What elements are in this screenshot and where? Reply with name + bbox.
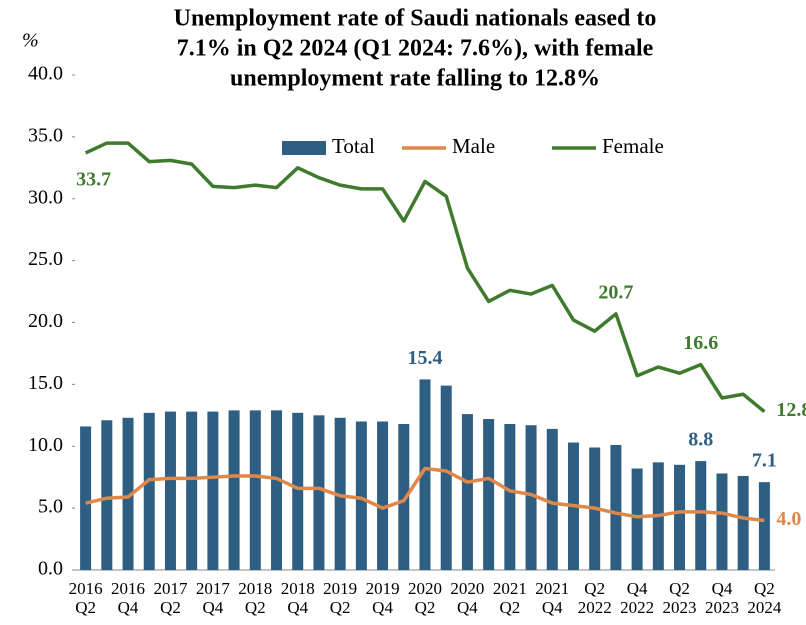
x-tick-label: Q4 2022 xyxy=(620,579,654,617)
y-tick-label: 0.0 xyxy=(38,558,63,580)
chart-title: unemployment rate falling to 12.8% xyxy=(230,66,600,92)
bar xyxy=(101,420,113,570)
bar xyxy=(631,468,643,570)
legend-label: Female xyxy=(602,134,664,158)
bar xyxy=(164,411,176,570)
y-tick-label: 20.0 xyxy=(28,310,63,332)
bar xyxy=(228,410,240,570)
y-tick-label: 5.0 xyxy=(38,496,63,518)
value-label: 20.7 xyxy=(598,281,633,303)
value-label: 12.8 xyxy=(776,399,806,421)
bar xyxy=(483,419,495,570)
x-tick-label: 2020 Q4 xyxy=(450,579,484,617)
line xyxy=(85,466,765,523)
x-tick-label: 2018 Q2 xyxy=(238,579,272,617)
bar xyxy=(504,423,516,570)
bar xyxy=(377,421,389,570)
value-label: 16.6 xyxy=(683,332,718,354)
x-tick-label: Q2 2022 xyxy=(578,579,612,617)
legend-swatch xyxy=(282,141,326,155)
chart-title: Unemployment rate of Saudi nationals eas… xyxy=(174,6,657,32)
bar xyxy=(355,421,367,570)
bar xyxy=(716,473,728,570)
bar xyxy=(610,445,622,570)
bar xyxy=(419,379,431,570)
bar xyxy=(461,414,473,570)
legend-label: Male xyxy=(452,134,495,158)
x-tick-label: 2019 Q2 xyxy=(323,579,357,617)
bar xyxy=(313,415,325,570)
x-tick-label: 2017 Q2 xyxy=(153,579,188,617)
y-tick-label: 15.0 xyxy=(28,372,63,394)
legend-label: Total xyxy=(332,134,375,158)
x-tick-label: 2018 Q4 xyxy=(281,579,315,617)
x-tick-label: 2021 Q2 xyxy=(493,579,527,617)
x-tick-label: 2021 Q4 xyxy=(535,579,569,617)
value-label: 15.4 xyxy=(408,347,443,369)
y-tick-label: 40.0 xyxy=(28,63,63,85)
bar xyxy=(758,482,770,570)
y-tick-label: 35.0 xyxy=(28,124,63,146)
x-tick-label: 2019 Q4 xyxy=(366,579,400,617)
y-unit: % xyxy=(22,30,39,52)
value-label: 8.8 xyxy=(688,429,713,451)
x-tick-label: 2016 Q2 xyxy=(69,579,103,617)
bar xyxy=(186,411,198,570)
bar xyxy=(334,417,346,570)
line xyxy=(84,141,766,413)
x-tick-label: Q2 2024 xyxy=(747,579,782,617)
value-label: 33.7 xyxy=(76,169,111,191)
bar xyxy=(398,423,410,570)
value-label: 7.1 xyxy=(752,450,777,472)
value-label: 4.0 xyxy=(776,508,801,530)
x-tick-label: Q4 2023 xyxy=(705,579,739,617)
y-tick-label: 30.0 xyxy=(28,186,63,208)
bar xyxy=(271,410,283,570)
y-tick-label: 25.0 xyxy=(28,248,63,270)
bar xyxy=(122,417,134,570)
bar xyxy=(207,411,219,570)
bar xyxy=(695,461,707,570)
x-tick-label: 2016 Q4 xyxy=(111,579,145,617)
bar xyxy=(674,464,686,570)
x-tick-label: 2017 Q4 xyxy=(196,579,231,617)
bar xyxy=(80,426,92,570)
y-tick-label: 10.0 xyxy=(28,434,63,456)
bar xyxy=(546,428,558,570)
bar xyxy=(143,412,155,570)
x-tick-label: Q2 2023 xyxy=(663,579,697,617)
bar xyxy=(292,412,304,570)
chart-title: 7.1% in Q2 2024 (Q1 2024: 7.6%), with fe… xyxy=(177,36,654,62)
x-tick-label: 2020 Q2 xyxy=(408,579,442,617)
bar xyxy=(737,475,749,570)
bar xyxy=(440,385,452,570)
bar xyxy=(249,410,261,570)
bar xyxy=(525,425,537,570)
